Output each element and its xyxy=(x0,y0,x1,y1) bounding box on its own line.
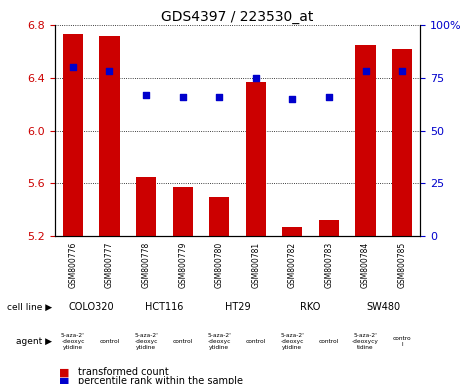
Point xyxy=(179,94,186,100)
Point xyxy=(325,94,332,100)
Text: GSM800782: GSM800782 xyxy=(288,242,297,288)
Point xyxy=(142,91,150,98)
Text: cell line ▶: cell line ▶ xyxy=(7,303,52,312)
Text: control: control xyxy=(319,339,339,344)
Text: percentile rank within the sample: percentile rank within the sample xyxy=(78,376,243,384)
Bar xyxy=(209,197,229,236)
Text: transformed count: transformed count xyxy=(78,367,169,377)
Text: 5-aza-2'
-deoxyc
ytidine: 5-aza-2' -deoxyc ytidine xyxy=(61,333,85,350)
Text: control: control xyxy=(99,339,120,344)
Bar xyxy=(282,227,303,236)
Text: RKO: RKO xyxy=(301,302,321,312)
Point xyxy=(252,74,259,81)
Bar xyxy=(319,220,339,236)
Text: COLO320: COLO320 xyxy=(68,302,114,312)
Text: GSM800777: GSM800777 xyxy=(105,242,114,288)
Point xyxy=(362,68,370,74)
Bar xyxy=(355,45,376,236)
Bar xyxy=(99,36,120,236)
Text: 5-aza-2'
-deoxyc
ytidine: 5-aza-2' -deoxyc ytidine xyxy=(134,333,158,350)
Text: GSM800785: GSM800785 xyxy=(398,242,407,288)
Bar xyxy=(246,82,266,236)
Text: GSM800784: GSM800784 xyxy=(361,242,370,288)
Bar xyxy=(136,177,156,236)
Text: GSM800778: GSM800778 xyxy=(142,242,151,288)
Text: GSM800776: GSM800776 xyxy=(68,242,77,288)
Text: 5-aza-2'
-deoxycy
tidine: 5-aza-2' -deoxycy tidine xyxy=(352,333,379,350)
Text: ■: ■ xyxy=(59,376,70,384)
Point xyxy=(398,68,406,74)
Text: 5-aza-2'
-deoxyc
ytidine: 5-aza-2' -deoxyc ytidine xyxy=(280,333,304,350)
Bar xyxy=(392,49,412,236)
Text: agent ▶: agent ▶ xyxy=(16,337,52,346)
Bar xyxy=(63,34,83,236)
Text: contro
l: contro l xyxy=(393,336,411,347)
Bar xyxy=(172,187,193,236)
Point xyxy=(69,64,77,70)
Text: ■: ■ xyxy=(59,367,70,377)
Text: HCT116: HCT116 xyxy=(145,302,183,312)
Text: GSM800781: GSM800781 xyxy=(251,242,260,288)
Title: GDS4397 / 223530_at: GDS4397 / 223530_at xyxy=(162,10,314,24)
Text: control: control xyxy=(172,339,193,344)
Text: SW480: SW480 xyxy=(367,302,401,312)
Point xyxy=(216,94,223,100)
Text: control: control xyxy=(246,339,266,344)
Text: 5-aza-2'
-deoxyc
ytidine: 5-aza-2' -deoxyc ytidine xyxy=(207,333,231,350)
Text: GSM800783: GSM800783 xyxy=(324,242,333,288)
Text: GSM800780: GSM800780 xyxy=(215,242,224,288)
Text: GSM800779: GSM800779 xyxy=(178,242,187,288)
Point xyxy=(105,68,113,74)
Text: HT29: HT29 xyxy=(225,302,250,312)
Point xyxy=(289,96,296,102)
